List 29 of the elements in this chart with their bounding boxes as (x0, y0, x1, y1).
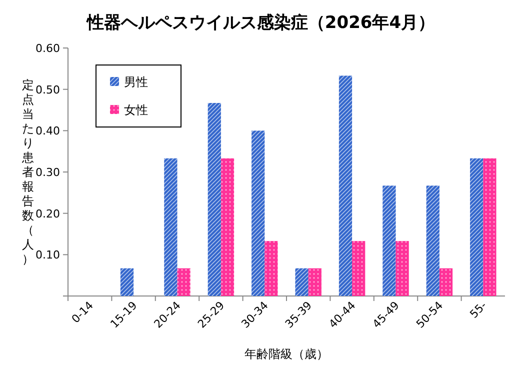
x-tick-label: 55- (467, 298, 490, 321)
bar (439, 268, 453, 296)
y-tick-label: 0.10 (36, 248, 60, 262)
bar (295, 268, 308, 296)
bar (252, 130, 265, 296)
chart-title: 性器ヘルペスウイルス感染症（2026年4月） (86, 13, 436, 33)
y-tick-label: 0.20 (36, 207, 60, 220)
y-tick-label: 0.60 (36, 42, 60, 55)
legend-label: 女性 (124, 103, 148, 117)
bar (208, 102, 221, 296)
text: 定点当たり患者報告数（人） (22, 78, 34, 266)
y-tick-label: 0.50 (36, 83, 60, 96)
bar (352, 241, 366, 296)
legend-label: 男性 (124, 75, 148, 89)
bar (177, 268, 190, 296)
bar (308, 268, 322, 296)
bar (264, 241, 278, 296)
bar (164, 158, 178, 296)
y-tick-label: 0.40 (36, 124, 60, 138)
bar (470, 158, 484, 296)
bar (382, 186, 396, 296)
x-axis-title: 年齢階級（歳） (244, 347, 328, 361)
y-tick-label: 0.30 (36, 166, 60, 179)
bar (426, 186, 440, 296)
bar (338, 76, 352, 296)
bar (220, 158, 234, 296)
bar (396, 241, 409, 296)
bar (120, 268, 134, 296)
bar (483, 158, 496, 296)
